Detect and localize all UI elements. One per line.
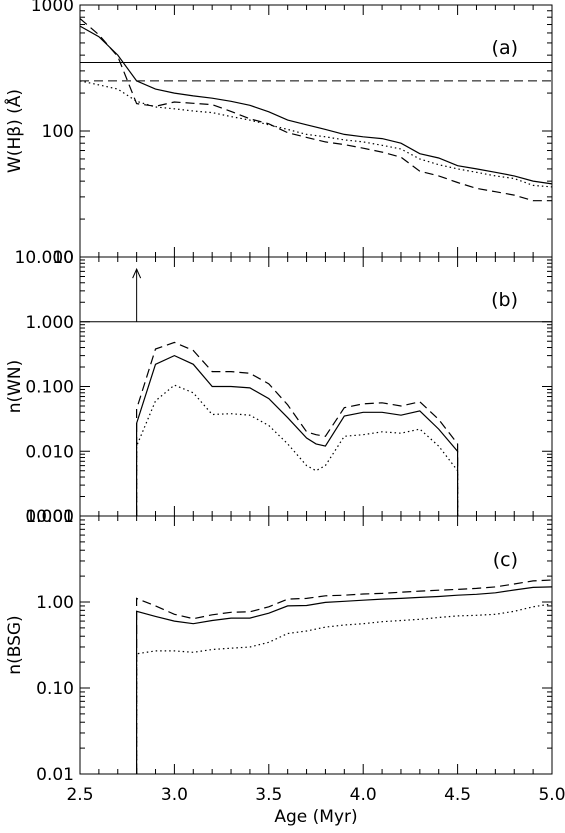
series-solid-c: [136, 586, 553, 774]
plot-frame-a: [79, 4, 553, 258]
series-dotted-c: [136, 603, 553, 774]
series-solid-a: [79, 25, 553, 185]
panel-label-a: (a): [492, 37, 518, 59]
plot-frame-b: [79, 256, 553, 517]
y-tick-label-c: 0.10: [36, 679, 74, 699]
y-tick-label-b: 1.000: [25, 313, 74, 333]
y-tick-label-b: 10.000: [15, 248, 74, 268]
x-tick-label: 5.0: [538, 785, 565, 805]
y-tick-label-c: 1.00: [36, 593, 74, 613]
y-tick-label-a: 10: [52, 248, 74, 268]
panel-label-b: (b): [491, 289, 518, 311]
series-solid-b: [136, 354, 459, 516]
x-tick-label: 3.5: [255, 785, 282, 805]
x-tick-label: 3.0: [161, 785, 188, 805]
series-dotted-a: [79, 80, 553, 188]
x-tick-label: 2.5: [66, 785, 93, 805]
y-tick-label-c: 10.00: [25, 507, 74, 527]
x-tick-label: 4.5: [444, 785, 471, 805]
y-tick-label-b: 0.001: [25, 507, 74, 527]
x-axis-label: Age (Myr): [274, 807, 357, 827]
y-axis-label-a: W(Hβ) (Å): [3, 89, 25, 173]
y-tick-label-c: 0.01: [36, 765, 74, 785]
panel-label-c: (c): [493, 549, 518, 571]
y-tick-label-a: 100: [42, 122, 74, 142]
series-dashed-c: [136, 579, 553, 774]
series-dashed-b: [136, 341, 459, 516]
series-dotted-b: [136, 384, 459, 516]
y-tick-label-a: 1000: [31, 0, 74, 16]
y-axis-label-c: n(BSG): [5, 615, 25, 674]
y-axis-label-b: n(WN): [5, 360, 25, 414]
upward-arrow-head: [132, 267, 142, 279]
y-tick-label-b: 0.010: [25, 442, 74, 462]
plot-frame-c: [79, 515, 553, 775]
series-dashed-a: [79, 18, 552, 202]
y-tick-label-b: 0.100: [25, 378, 74, 398]
x-tick-label: 4.0: [350, 785, 377, 805]
